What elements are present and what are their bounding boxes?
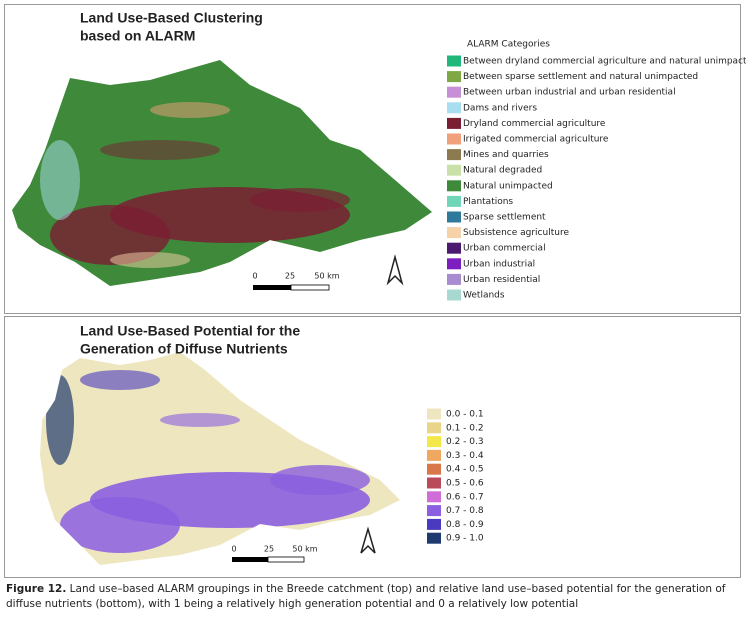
scale-label: 50 km xyxy=(314,272,339,281)
legend-label: Natural degraded xyxy=(463,166,542,176)
scale-bar xyxy=(267,556,305,563)
legend-swatch xyxy=(447,102,461,114)
caption-text: Land use–based ALARM groupings in the Br… xyxy=(6,583,726,610)
legend-label: 0.9 - 1.0 xyxy=(446,534,484,544)
legend-swatch xyxy=(447,117,461,129)
legend-swatch xyxy=(427,463,441,475)
legend-label: Dryland commercial agriculture xyxy=(463,119,606,129)
legend-swatch xyxy=(427,449,441,461)
legend-label: 0.1 - 0.2 xyxy=(446,423,484,433)
legend-swatch xyxy=(447,55,461,67)
legend-swatch xyxy=(447,133,461,145)
scale-label: 25 xyxy=(264,545,274,554)
panel-title: Land Use-Based Potential for the xyxy=(80,323,300,339)
legend-swatch xyxy=(447,258,461,270)
north-arrow xyxy=(360,526,376,554)
legend-label: Between sparse settlement and natural un… xyxy=(463,72,698,82)
legend-swatch xyxy=(447,71,461,83)
legend-title: ALARM Categories xyxy=(467,40,550,50)
legend-swatch xyxy=(427,518,441,530)
figure: Land Use-Based Clustering based on ALARM A… xyxy=(4,4,746,578)
legend-label: 0.7 - 0.8 xyxy=(446,506,484,516)
north-arrow xyxy=(386,254,404,286)
legend-label: 0.5 - 0.6 xyxy=(446,479,484,489)
legend-swatch xyxy=(447,289,461,301)
legend-swatch xyxy=(447,211,461,223)
legend-label: Urban residential xyxy=(463,275,540,285)
legend-swatch xyxy=(447,86,461,98)
panel-frame xyxy=(4,316,741,578)
legend-swatch xyxy=(427,532,441,544)
legend-label: Urban industrial xyxy=(463,259,535,269)
legend-swatch xyxy=(447,227,461,239)
caption-label: Figure 12. xyxy=(6,583,67,595)
panel-title: based on ALARM xyxy=(80,28,195,44)
scale-label: 0 xyxy=(252,272,257,281)
panel-title: Generation of Diffuse Nutrients xyxy=(80,341,288,357)
legend-label: Sparse settlement xyxy=(463,213,546,223)
legend-swatch xyxy=(447,164,461,176)
legend-swatch xyxy=(447,149,461,161)
legend-swatch xyxy=(447,195,461,207)
map-top xyxy=(12,60,432,286)
legend-label: Wetlands xyxy=(463,291,505,301)
legend-label: Natural unimpacted xyxy=(463,181,553,191)
legend-label: 0.2 - 0.3 xyxy=(446,437,484,447)
legend-label: Urban commercial xyxy=(463,244,546,254)
caption: Figure 12. Land use–based ALARM grouping… xyxy=(6,582,742,612)
legend-label: 0.3 - 0.4 xyxy=(446,451,484,461)
legend-label: Between dryland commercial agriculture a… xyxy=(463,57,746,67)
legend-swatch xyxy=(427,477,441,489)
legend-label: Irrigated commercial agriculture xyxy=(463,135,609,145)
legend-swatch xyxy=(447,242,461,254)
legend-swatch xyxy=(427,422,441,434)
map-bottom xyxy=(40,352,400,565)
panel-frame xyxy=(4,4,741,314)
scale-label: 0 xyxy=(231,545,236,554)
legend-label: 0.4 - 0.5 xyxy=(446,465,484,475)
legend-swatch xyxy=(427,436,441,448)
legend-label: Between urban industrial and urban resid… xyxy=(463,88,676,98)
scale-bar xyxy=(253,285,291,290)
legend-swatch xyxy=(427,408,441,420)
legend-swatch xyxy=(427,491,441,503)
legend-label: 0.8 - 0.9 xyxy=(446,520,484,530)
legend-swatch xyxy=(447,180,461,192)
legend-label: 0.6 - 0.7 xyxy=(446,492,484,502)
scale-label: 25 xyxy=(285,272,295,281)
legend-label: Subsistence agriculture xyxy=(463,228,569,238)
legend-label: Dams and rivers xyxy=(463,103,537,113)
scale-bar xyxy=(232,557,268,562)
legend-label: Plantations xyxy=(463,197,513,207)
legend-swatch xyxy=(447,273,461,285)
legend-label: Mines and quarries xyxy=(463,150,549,160)
scale-bar xyxy=(290,284,330,291)
panel-title: Land Use-Based Clustering xyxy=(80,10,263,26)
legend-label: 0.0 - 0.1 xyxy=(446,410,484,420)
scale-label: 50 km xyxy=(292,545,317,554)
legend-swatch xyxy=(427,505,441,517)
